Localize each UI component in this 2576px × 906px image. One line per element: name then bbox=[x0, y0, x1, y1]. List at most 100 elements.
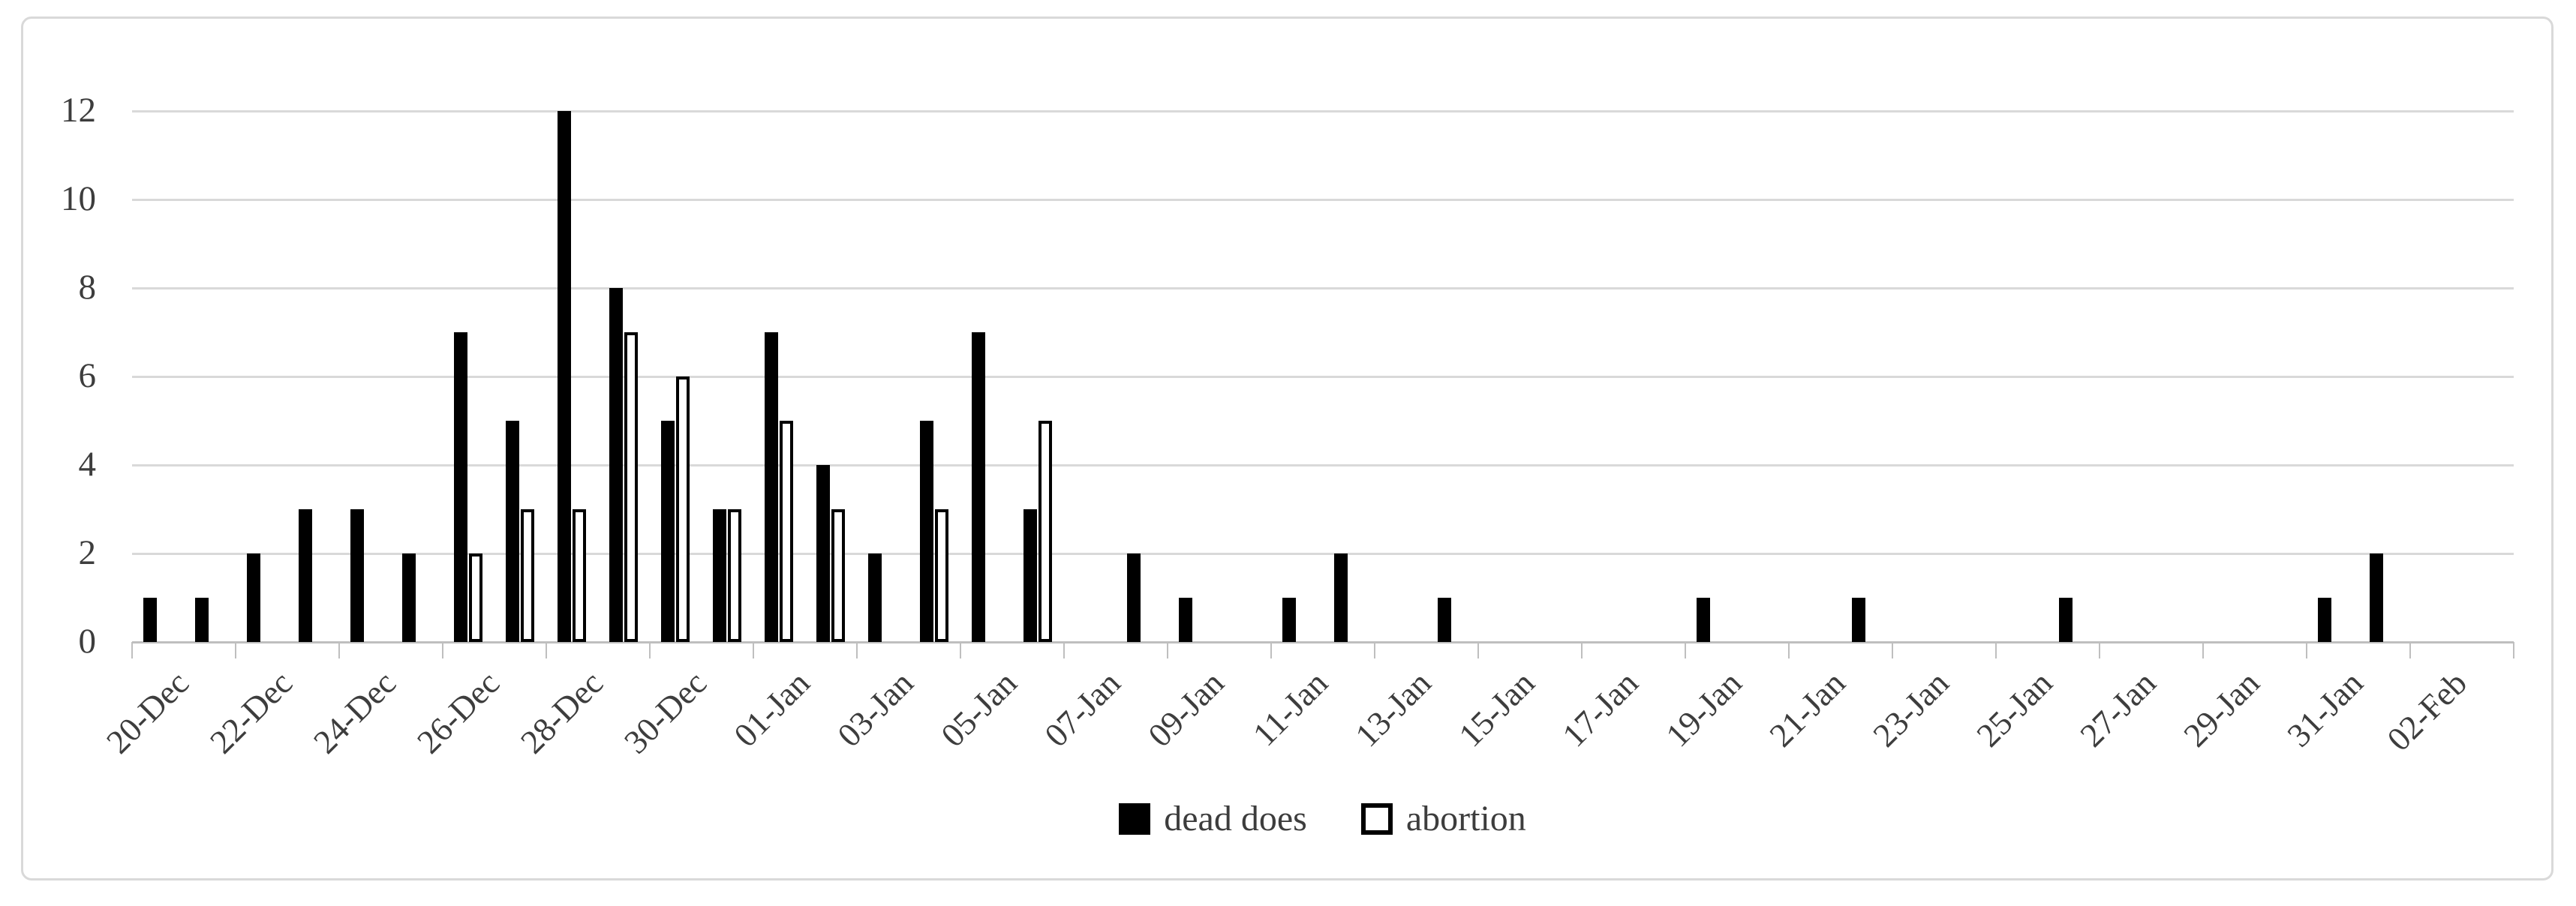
x-axis-date-label: 26-Dec bbox=[409, 664, 506, 761]
y-axis-tick-label: 10 bbox=[61, 179, 96, 218]
x-axis-tick bbox=[1787, 642, 1790, 658]
x-axis-date-label: 15-Jan bbox=[1451, 664, 1542, 754]
bar-dead-does-26-Jan bbox=[2059, 598, 2073, 642]
legend: dead does abortion bbox=[131, 796, 2514, 842]
x-axis-date-label: 07-Jan bbox=[1037, 664, 1128, 754]
x-axis-tick bbox=[1684, 642, 1686, 658]
x-axis-tick bbox=[338, 642, 340, 658]
x-axis-date-label: 22-Dec bbox=[202, 664, 299, 761]
x-axis-line bbox=[131, 641, 2514, 644]
gridline-y4 bbox=[131, 464, 2514, 466]
x-axis-date-label: 21-Jan bbox=[1762, 664, 1853, 754]
bar-dead-does-04-Jan bbox=[920, 421, 933, 642]
bar-abortion-30-Dec bbox=[676, 376, 690, 642]
bar-dead-does-23-Dec bbox=[299, 509, 312, 642]
bar-dead-does-11-Jan bbox=[1282, 598, 1296, 642]
x-axis-date-label: 19-Jan bbox=[1658, 664, 1749, 754]
bar-dead-does-08-Jan bbox=[1127, 554, 1141, 642]
x-axis-tick bbox=[1994, 642, 1997, 658]
legend-item-dead-does: dead does bbox=[1119, 800, 1307, 838]
x-axis-date-label: 03-Jan bbox=[830, 664, 921, 754]
x-axis-tick bbox=[1891, 642, 1893, 658]
x-axis-date-label: 17-Jan bbox=[1555, 664, 1646, 754]
bar-dead-does-09-Jan bbox=[1179, 598, 1192, 642]
x-axis-date-label: 02-Feb bbox=[2379, 664, 2474, 758]
x-axis-tick bbox=[752, 642, 754, 658]
x-axis-date-label: 11-Jan bbox=[1245, 664, 1335, 754]
bar-dead-does-28-Dec bbox=[558, 111, 571, 642]
x-axis-tick bbox=[2512, 642, 2514, 658]
x-axis-date-label: 23-Jan bbox=[1865, 664, 1956, 754]
gridline-y12 bbox=[131, 110, 2514, 112]
x-axis-date-label: 25-Jan bbox=[1969, 664, 2060, 754]
bar-abortion-06-Jan bbox=[1039, 421, 1052, 642]
x-axis-tick bbox=[1477, 642, 1479, 658]
x-axis-tick bbox=[1063, 642, 1065, 658]
legend-label-dead-does: dead does bbox=[1164, 799, 1307, 838]
x-axis-date-label: 09-Jan bbox=[1141, 664, 1231, 754]
x-axis-tick bbox=[545, 642, 547, 658]
bar-abortion-26-Dec bbox=[469, 554, 482, 642]
bar-dead-does-24-Dec bbox=[350, 509, 364, 642]
bar-dead-does-20-Dec bbox=[143, 598, 157, 642]
bar-abortion-04-Jan bbox=[935, 509, 948, 642]
x-axis-tick bbox=[1166, 642, 1168, 658]
bar-abortion-29-Dec bbox=[624, 332, 638, 642]
x-axis-date-label: 20-Dec bbox=[98, 664, 196, 761]
y-axis-tick-label: 12 bbox=[61, 91, 96, 130]
bar-dead-does-02-Jan bbox=[816, 465, 830, 642]
x-axis-tick bbox=[2202, 642, 2204, 658]
bar-dead-does-31-Dec bbox=[713, 509, 726, 642]
x-axis-tick bbox=[959, 642, 961, 658]
bar-abortion-28-Dec bbox=[573, 509, 586, 642]
y-axis-tick-label: 2 bbox=[78, 533, 97, 572]
x-axis-date-label: 31-Jan bbox=[2280, 664, 2370, 754]
x-axis-tick bbox=[441, 642, 443, 658]
x-axis-tick bbox=[1270, 642, 1272, 658]
x-axis-date-label: 28-Dec bbox=[512, 664, 610, 761]
x-axis-date-label: 30-Dec bbox=[616, 664, 714, 761]
bar-dead-does-19-Jan bbox=[1697, 598, 1710, 642]
chart-frame bbox=[21, 16, 2553, 880]
legend-label-abortion: abortion bbox=[1405, 799, 1526, 838]
bar-dead-does-01-Jan bbox=[765, 332, 778, 642]
bar-dead-does-25-Dec bbox=[402, 554, 416, 642]
bar-dead-does-01-Feb bbox=[2370, 554, 2383, 642]
x-axis-date-label: 01-Jan bbox=[726, 664, 817, 754]
x-axis-date-label: 05-Jan bbox=[933, 664, 1024, 754]
filled-square-icon bbox=[1119, 803, 1151, 835]
outlined-square-icon bbox=[1360, 803, 1393, 835]
bar-dead-does-06-Jan bbox=[1023, 509, 1037, 642]
bar-dead-does-22-Dec bbox=[247, 554, 260, 642]
x-axis-tick bbox=[648, 642, 651, 658]
bar-dead-does-03-Jan bbox=[868, 554, 882, 642]
bar-dead-does-27-Dec bbox=[506, 421, 519, 642]
gridline-y2 bbox=[131, 553, 2514, 555]
x-axis-tick bbox=[855, 642, 858, 658]
bar-dead-does-14-Jan bbox=[1438, 598, 1451, 642]
y-axis-tick-label: 8 bbox=[78, 268, 97, 307]
x-axis-tick bbox=[2098, 642, 2100, 658]
bar-dead-does-05-Jan bbox=[972, 332, 985, 642]
bar-dead-does-30-Dec bbox=[661, 421, 675, 642]
x-axis-date-label: 13-Jan bbox=[1348, 664, 1438, 754]
bar-dead-does-22-Jan bbox=[1852, 598, 1865, 642]
gridline-y6 bbox=[131, 376, 2514, 378]
legend-item-abortion: abortion bbox=[1360, 799, 1526, 838]
gridline-y10 bbox=[131, 199, 2514, 201]
bar-dead-does-21-Dec bbox=[195, 598, 209, 642]
bar-dead-does-31-Jan bbox=[2318, 598, 2331, 642]
bar-abortion-01-Jan bbox=[780, 421, 793, 642]
x-axis-date-label: 27-Jan bbox=[2073, 664, 2163, 754]
bar-dead-does-29-Dec bbox=[609, 288, 623, 642]
x-axis-tick bbox=[1373, 642, 1375, 658]
x-axis-tick bbox=[1580, 642, 1583, 658]
y-axis-tick-label: 6 bbox=[78, 356, 97, 395]
bar-abortion-31-Dec bbox=[728, 509, 741, 642]
gridline-y8 bbox=[131, 287, 2514, 290]
bar-abortion-27-Dec bbox=[521, 509, 534, 642]
x-axis-tick bbox=[2409, 642, 2411, 658]
x-axis-date-label: 29-Jan bbox=[2176, 664, 2267, 754]
x-axis-tick bbox=[2305, 642, 2307, 658]
